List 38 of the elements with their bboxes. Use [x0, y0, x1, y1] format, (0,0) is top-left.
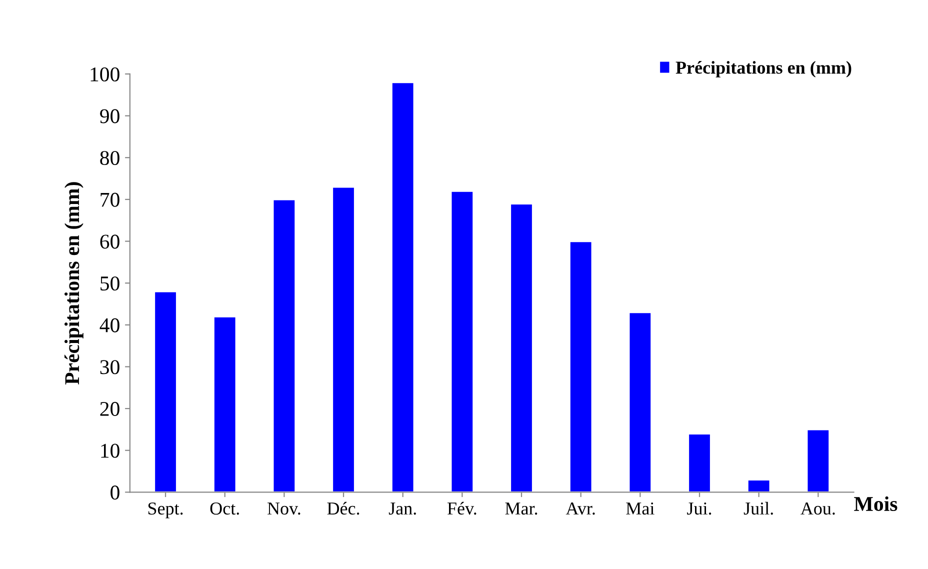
x-tick-label: Avr. — [566, 502, 595, 515]
y-tick-label: 50 — [100, 276, 120, 291]
x-tick-label: Sept. — [148, 502, 183, 518]
x-tick-label: Jan. — [388, 502, 416, 515]
y-tick-label: 40 — [100, 318, 120, 332]
x-axis-title: Mois — [854, 496, 898, 512]
legend-label: Précipitations en (mm) — [676, 61, 852, 78]
y-tick-label: 20 — [100, 402, 120, 416]
y-tick-label: 70 — [100, 192, 120, 207]
bar — [806, 428, 830, 492]
x-tick-label: Fév. — [447, 502, 476, 515]
bar — [746, 478, 771, 492]
y-tick-label: 10 — [101, 444, 120, 458]
x-tick-label: Oct. — [210, 502, 239, 515]
x-tick-label: Aou. — [800, 502, 835, 515]
x-tick-label: Jui. — [687, 502, 712, 515]
bar — [272, 198, 296, 492]
bar — [390, 82, 415, 492]
y-tick-label: 90 — [100, 109, 120, 124]
x-tick-label: Mar. — [505, 502, 538, 515]
bar — [153, 290, 178, 492]
bar — [568, 240, 593, 492]
x-tick-label: Juil. — [744, 502, 773, 515]
y-axis-title: Précipitations en (mm) — [64, 182, 84, 385]
bar — [628, 312, 652, 492]
y-tick-label: 60 — [100, 234, 120, 249]
y-tick-label: 0 — [110, 486, 120, 500]
bar — [450, 190, 474, 492]
bar — [509, 202, 534, 492]
x-tick-label: Nov. — [267, 502, 300, 515]
bar — [687, 432, 712, 492]
y-tick-label: 80 — [100, 150, 120, 166]
x-tick-label: Mai — [626, 502, 654, 515]
y-tick-label: 100 — [90, 67, 120, 82]
x-tick-label: Déc. — [327, 502, 360, 515]
bar — [331, 186, 356, 492]
bar — [212, 316, 237, 492]
y-tick-label: 30 — [100, 360, 120, 374]
